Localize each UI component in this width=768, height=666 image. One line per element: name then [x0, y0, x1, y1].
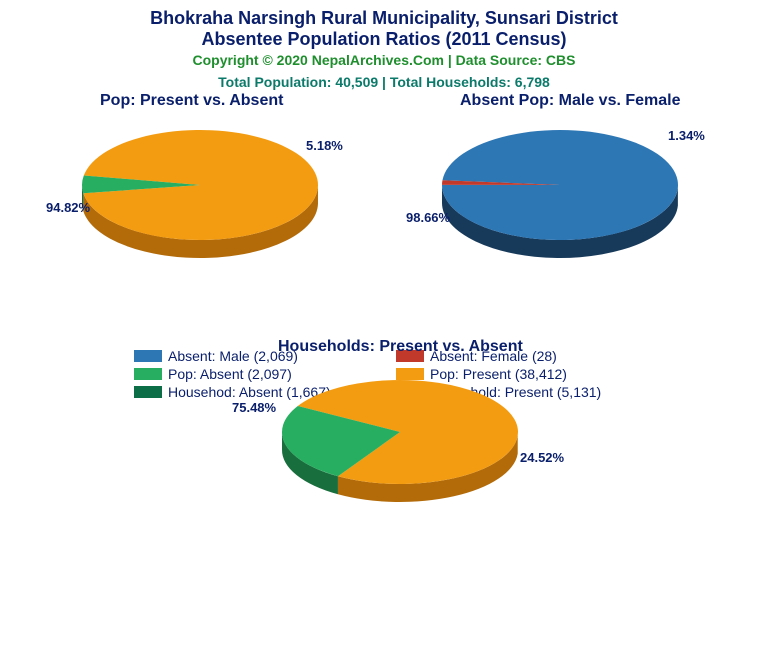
legend-item: Pop: Present (38,412) — [396, 366, 634, 382]
header: Bhokraha Narsingh Rural Municipality, Su… — [0, 0, 768, 90]
title-line-1: Bhokraha Narsingh Rural Municipality, Su… — [0, 8, 768, 29]
legend-label: Pop: Absent (2,097) — [168, 366, 292, 382]
legend-swatch — [396, 386, 424, 398]
totals: Total Population: 40,509 | Total Househo… — [0, 74, 768, 90]
gender-chart-slice-label: 98.66% — [406, 210, 450, 225]
households-chart-slice-label: 24.52% — [520, 450, 564, 465]
gender-chart-title: Absent Pop: Male vs. Female — [460, 92, 681, 110]
gender-chart-slice-label: 1.34% — [668, 128, 705, 143]
legend-item: Pop: Absent (2,097) — [134, 366, 372, 382]
legend-label: Household: Present (5,131) — [430, 384, 601, 400]
legend-label: Househod: Absent (1,667) — [168, 384, 331, 400]
legend-swatch — [134, 350, 162, 362]
legend-swatch — [134, 368, 162, 380]
title-line-2: Absentee Population Ratios (2011 Census) — [0, 29, 768, 50]
pop-chart-slice-label: 5.18% — [306, 138, 343, 153]
households-chart-slice-label: 75.48% — [232, 400, 276, 415]
chart-area: Absent: Male (2,069)Absent: Female (28)P… — [0, 90, 768, 590]
legend-item: Household: Present (5,131) — [396, 384, 634, 400]
pop-chart-slice-label: 94.82% — [46, 200, 90, 215]
legend-label: Pop: Present (38,412) — [430, 366, 567, 382]
legend-swatch — [134, 386, 162, 398]
households-chart-title: Households: Present vs. Absent — [278, 338, 523, 356]
legend-item: Househod: Absent (1,667) — [134, 384, 372, 400]
legend-swatch — [396, 368, 424, 380]
pop-chart-title: Pop: Present vs. Absent — [100, 92, 283, 110]
copyright: Copyright © 2020 NepalArchives.Com | Dat… — [0, 52, 768, 68]
